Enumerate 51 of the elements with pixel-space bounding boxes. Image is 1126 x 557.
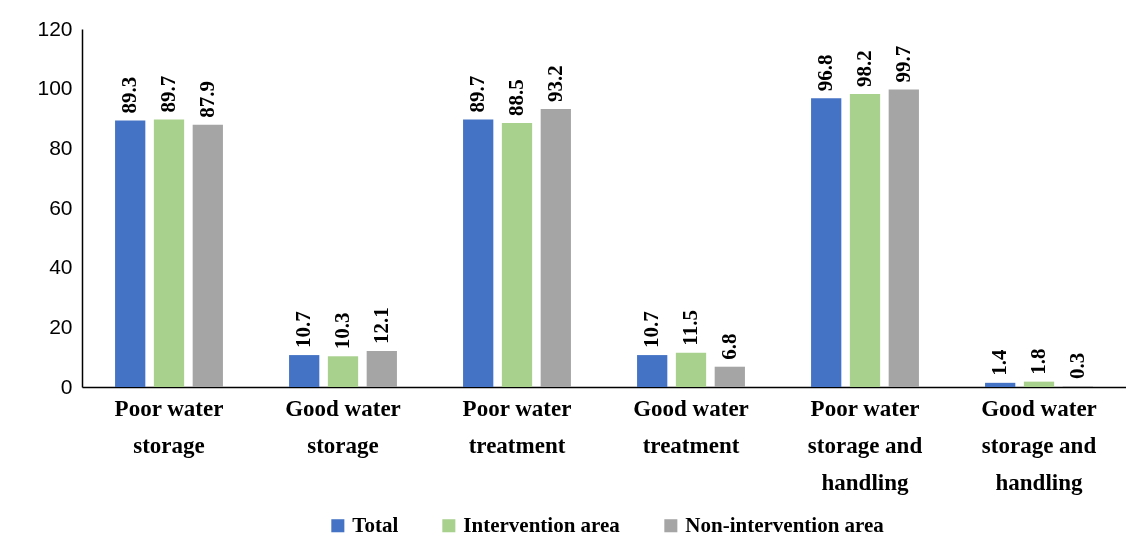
data-label: 6.8 bbox=[716, 333, 741, 360]
data-label: 88.5 bbox=[504, 79, 528, 116]
y-tick-label: 120 bbox=[37, 16, 73, 40]
data-label: 99.7 bbox=[890, 45, 915, 83]
legend-label: Total bbox=[352, 512, 399, 537]
x-tick-label: Poor water treatment bbox=[462, 395, 572, 458]
y-tick-label: 0 bbox=[60, 374, 73, 398]
data-label: 10.7 bbox=[291, 311, 316, 349]
bar bbox=[714, 366, 745, 387]
data-label: 11.5 bbox=[678, 310, 702, 346]
data-label: 87.9 bbox=[194, 81, 219, 118]
data-label: 12.1 bbox=[368, 307, 393, 344]
bar bbox=[501, 122, 533, 387]
data-label: 89.3 bbox=[117, 76, 142, 114]
x-tick-label: Good water storage bbox=[285, 395, 401, 458]
bar bbox=[985, 382, 1016, 387]
bar bbox=[366, 350, 397, 387]
bar bbox=[1023, 381, 1055, 387]
data-label: 93.2 bbox=[542, 65, 567, 102]
bar bbox=[888, 89, 919, 387]
y-tick-label: 20 bbox=[49, 314, 73, 338]
data-label: 10.7 bbox=[639, 311, 664, 349]
legend-label: Intervention area bbox=[463, 512, 621, 537]
data-label: 89.7 bbox=[156, 75, 180, 113]
bar bbox=[115, 120, 146, 387]
x-tick-label: Poor water storage and handling bbox=[807, 395, 923, 495]
bar bbox=[811, 98, 842, 387]
y-tick-label: 40 bbox=[49, 255, 73, 279]
data-label: 1.4 bbox=[987, 349, 1012, 376]
data-label: 0.3 bbox=[1064, 352, 1089, 380]
data-label: 96.8 bbox=[813, 54, 838, 92]
y-tick-label: 100 bbox=[37, 76, 73, 100]
y-tick-label: 60 bbox=[49, 195, 73, 219]
data-label: 98.2 bbox=[852, 50, 876, 88]
data-label: 89.7 bbox=[465, 75, 490, 113]
x-tick-label: Good water storage and handling bbox=[981, 395, 1097, 495]
bar bbox=[289, 355, 320, 387]
x-tick-label: Good water treatment bbox=[633, 395, 749, 458]
bar bbox=[675, 352, 707, 387]
data-label: 1.8 bbox=[1026, 348, 1050, 375]
bar bbox=[637, 355, 668, 387]
bar bbox=[540, 108, 571, 387]
legend-label: Non-intervention area bbox=[685, 512, 885, 537]
data-label: 10.3 bbox=[330, 312, 354, 350]
bar bbox=[327, 356, 359, 387]
bar bbox=[192, 124, 223, 387]
bar bbox=[849, 94, 881, 387]
bar bbox=[153, 119, 185, 387]
bar bbox=[463, 119, 494, 387]
y-tick-label: 80 bbox=[49, 135, 73, 159]
x-tick-label: Poor water storage bbox=[114, 395, 224, 458]
